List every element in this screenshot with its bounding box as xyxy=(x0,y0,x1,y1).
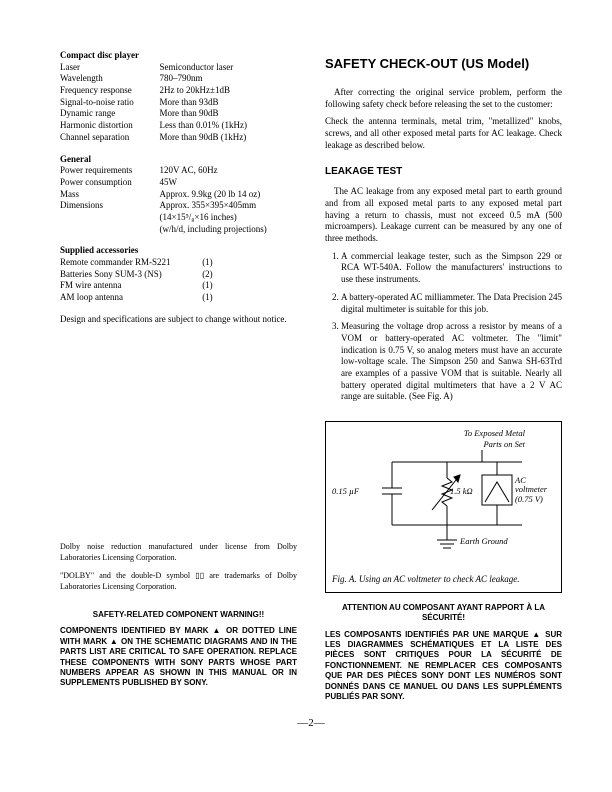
ground-label: Earth Ground xyxy=(460,536,508,547)
table-row: FM wire antenna(1) xyxy=(60,280,297,292)
methods-list: A commercial leakage tester, such as the… xyxy=(325,251,562,403)
leakage-heading: LEAKAGE TEST xyxy=(325,165,562,178)
acc-heading: Supplied accessories xyxy=(60,245,297,257)
figure-caption: Fig. A. Using an AC voltmeter to check A… xyxy=(332,574,555,586)
safety-p2: Check the antenna terminals, metal trim,… xyxy=(325,116,562,151)
cap-label: 0.15 µF xyxy=(332,486,359,497)
table-row: LaserSemiconductor laser xyxy=(60,62,297,74)
method-1: A commercial leakage tester, such as the… xyxy=(341,251,562,286)
circuit-svg xyxy=(332,450,552,560)
cd-heading: Compact disc player xyxy=(60,50,297,62)
leakage-p: The AC leakage from any exposed metal pa… xyxy=(325,186,562,244)
method-2: A battery-operated AC milliammeter. The … xyxy=(341,292,562,315)
meter-label-3: (0.75 V) xyxy=(515,495,547,504)
dolby-note-1: Dolby noise reduction manufactured under… xyxy=(60,542,297,563)
table-row: Remote commander RM-S221(1) xyxy=(60,257,297,269)
right-column: SAFETY CHECK-OUT (US Model) After correc… xyxy=(325,50,562,702)
gen-heading: General xyxy=(60,154,297,166)
dim-extra1: (14×15⁵/₈×16 inches) xyxy=(60,212,297,224)
method-3: Measuring the voltage drop across a resi… xyxy=(341,321,562,403)
left-column: Compact disc player LaserSemiconductor l… xyxy=(60,50,297,702)
safety-warning-body: COMPONENTS IDENTIFIED BY MARK ▲ OR DOTTE… xyxy=(60,626,297,688)
acc-table: Remote commander RM-S221(1)Batteries Son… xyxy=(60,257,297,304)
safety-checkout-heading: SAFETY CHECK-OUT (US Model) xyxy=(325,56,562,73)
dim-extra2: (w/h/d, including projections) xyxy=(60,224,297,236)
res-label: 1.5 kΩ xyxy=(450,486,473,497)
french-warning-body: LES COMPOSANTS IDENTIFIÉS PAR UNE MARQUE… xyxy=(325,630,562,703)
table-row: Power requirements120V AC, 60Hz xyxy=(60,165,297,177)
page-number: —2— xyxy=(60,716,562,730)
table-row: Frequency response2Hz to 20kHz±1dB xyxy=(60,85,297,97)
fig-top-label: To Exposed Metal Parts on Set xyxy=(332,428,555,450)
table-row: Power consumption45W xyxy=(60,177,297,189)
table-row: Signal-to-noise ratioMore than 93dB xyxy=(60,97,297,109)
table-row: DimensionsApprox. 355×395×405mm xyxy=(60,200,297,212)
circuit-diagram: 0.15 µF 1.5 kΩ AC voltmeter (0.75 V) Ear… xyxy=(332,450,555,570)
table-row: Wavelength780–790nm xyxy=(60,73,297,85)
dolby-note-2: "DOLBY" and the double-D symbol ▯▯ are t… xyxy=(60,571,297,592)
gen-spec-table: Power requirements120V AC, 60HzPower con… xyxy=(60,165,297,212)
safety-warning-heading: SAFETY-RELATED COMPONENT WARNING!! xyxy=(60,610,297,620)
table-row: MassApprox. 9.9kg (20 lb 14 oz) xyxy=(60,189,297,201)
change-notice: Design and specifications are subject to… xyxy=(60,314,297,326)
table-row: Harmonic distortionLess than 0.01% (1kHz… xyxy=(60,120,297,132)
safety-p1: After correcting the original service pr… xyxy=(325,87,562,110)
table-row: AM loop antenna(1) xyxy=(60,292,297,304)
figure-box: To Exposed Metal Parts on Set xyxy=(325,421,562,593)
table-row: Dynamic rangeMore than 90dB xyxy=(60,108,297,120)
table-row: Channel separationMore than 90dB (1kHz) xyxy=(60,132,297,144)
cd-spec-table: LaserSemiconductor laserWavelength780–79… xyxy=(60,62,297,144)
table-row: Batteries Sony SUM-3 (NS)(2) xyxy=(60,269,297,281)
french-warning-heading: ATTENTION AU COMPOSANT AYANT RAPPORT À L… xyxy=(325,603,562,624)
